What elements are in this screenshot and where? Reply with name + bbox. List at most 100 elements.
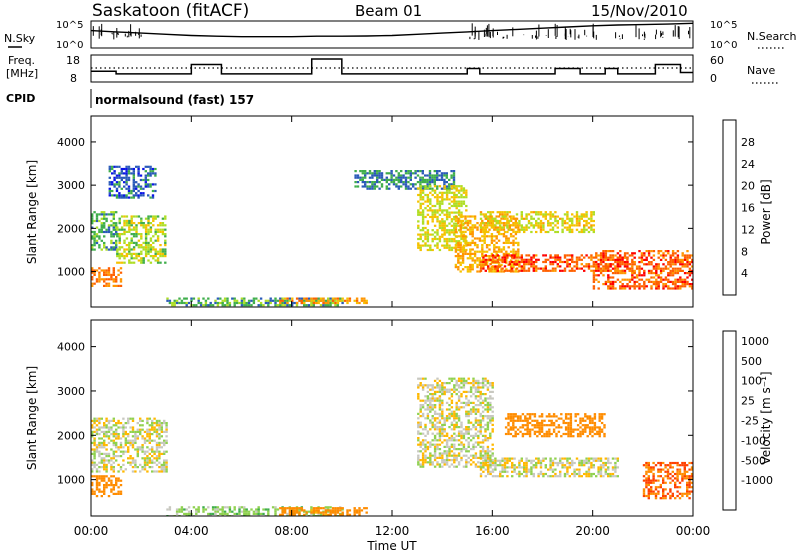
heatmap-cell: [93, 457, 96, 460]
heatmap-cell: [520, 260, 523, 264]
heatmap-cell: [327, 509, 330, 512]
heatmap-cell: [419, 246, 422, 249]
heatmap-cell: [548, 415, 551, 418]
heatmap-cell: [650, 488, 653, 491]
heatmap-cell: [397, 174, 400, 177]
heatmap-cell: [659, 280, 663, 283]
heatmap-cell: [450, 443, 454, 446]
heatmap-cell: [419, 445, 422, 448]
heatmap-cell: [460, 213, 463, 216]
heatmap-cell: [569, 430, 573, 433]
heatmap-cell: [549, 468, 552, 471]
heatmap-cell: [472, 426, 475, 429]
heatmap-cell: [148, 424, 151, 427]
heatmap-cell: [119, 426, 123, 429]
heatmap-cell: [626, 265, 629, 268]
heatmap-cell: [491, 428, 494, 431]
heatmap-cell: [141, 450, 144, 453]
heatmap-cell: [441, 218, 444, 221]
heatmap-cell: [158, 419, 161, 422]
heatmap-cell: [626, 278, 629, 281]
heatmap-cell: [445, 459, 449, 462]
heatmap-cell: [436, 229, 439, 232]
heatmap-cell: [584, 419, 587, 422]
heatmap-cell: [426, 461, 430, 464]
heatmap-cell: [98, 276, 101, 279]
heatmap-cell: [421, 452, 425, 455]
heatmap-cell: [336, 301, 340, 305]
heatmap-cell: [527, 260, 531, 264]
heatmap-cell: [457, 430, 461, 433]
heatmap-cell: [259, 512, 263, 515]
heatmap-cell: [438, 432, 442, 435]
heatmap-cell: [457, 397, 461, 400]
heatmap-cell: [115, 424, 118, 427]
heatmap-cell: [655, 274, 658, 277]
heatmap-cell: [310, 512, 313, 515]
heatmap-cell: [110, 235, 113, 238]
heatmap-cell: [98, 244, 101, 247]
heatmap-cell: [93, 450, 96, 453]
heatmap-cell: [421, 222, 425, 225]
heatmap-cell: [132, 194, 135, 197]
heatmap-cell: [421, 240, 425, 243]
heatmap-cell: [551, 267, 555, 270]
heatmap-cell: [643, 252, 646, 255]
heatmap-cell: [587, 468, 591, 471]
heatmap-cell: [460, 441, 463, 444]
heatmap-cell: [132, 176, 135, 179]
heatmap-cell: [530, 263, 533, 266]
heatmap-cell: [679, 261, 682, 264]
heatmap-cell: [127, 196, 131, 199]
heatmap-cell: [647, 464, 650, 467]
heatmap-cell: [455, 412, 458, 415]
heatmap-cell: [105, 230, 108, 234]
heatmap-cell: [419, 426, 422, 429]
heatmap-cell: [520, 269, 523, 272]
heatmap-cell: [291, 299, 294, 302]
heatmap-cell: [98, 441, 101, 444]
heatmap-cell: [455, 200, 458, 203]
heatmap-cell: [115, 479, 118, 482]
heatmap-cell: [144, 165, 147, 168]
heatmap-cell: [151, 470, 154, 473]
heatmap-cell: [264, 508, 268, 511]
heatmap-cell: [588, 419, 592, 422]
heatmap-cell: [488, 255, 491, 258]
heatmap-cell: [472, 384, 475, 387]
heatmap-cell: [132, 167, 135, 171]
heatmap-cell: [525, 468, 528, 471]
heatmap-cell: [513, 468, 516, 471]
heatmap-cell: [520, 466, 523, 469]
heatmap-cell: [115, 450, 118, 453]
heatmap-cell: [489, 470, 492, 473]
heatmap-cell: [331, 299, 335, 302]
heatmap-cell: [564, 428, 568, 431]
heatmap-cell: [645, 278, 648, 281]
heatmap-cell: [499, 472, 502, 476]
heatmap-cell: [448, 465, 451, 468]
heatmap-cell: [416, 181, 420, 184]
heatmap-cell: [264, 299, 268, 302]
heatmap-cell: [115, 222, 118, 225]
heatmap-cell: [512, 241, 515, 244]
heatmap-cell: [450, 176, 453, 179]
heatmap-cell: [238, 301, 241, 305]
heatmap-cell: [619, 269, 622, 272]
heatmap-cell: [395, 178, 398, 181]
heatmap-cell: [640, 285, 644, 288]
heatmap-cell: [607, 269, 610, 272]
heatmap-cell: [132, 172, 135, 175]
heatmap-cell: [149, 183, 152, 186]
heatmap-cell: [175, 301, 179, 305]
heatmap-cell: [481, 382, 485, 385]
heatmap-cell: [445, 382, 449, 385]
heatmap-cell: [431, 406, 434, 409]
heatmap-cell: [448, 231, 451, 234]
heatmap-cell: [146, 457, 149, 460]
heatmap-cell: [431, 211, 434, 214]
heatmap-cell: [298, 297, 301, 300]
heatmap-cell: [125, 183, 128, 186]
heatmap-cell: [595, 457, 598, 460]
heatmap-cell: [478, 259, 482, 262]
